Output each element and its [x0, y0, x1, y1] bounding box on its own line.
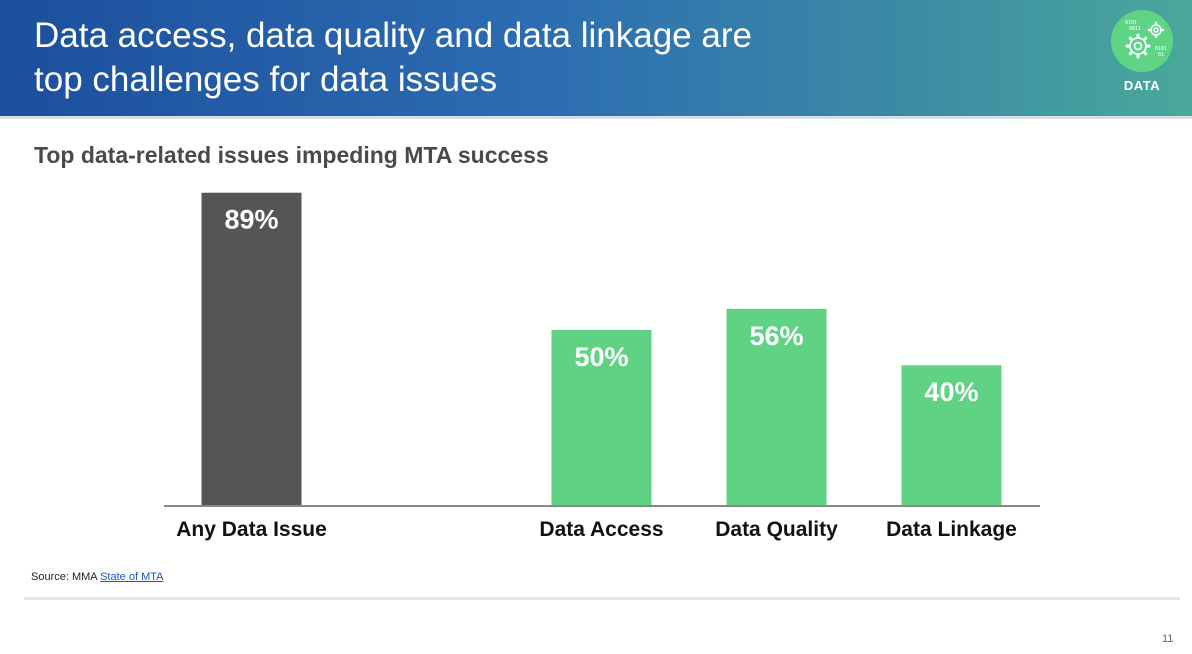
category-label-4: Data Linkage [886, 518, 1017, 541]
source-prefix: Source: MMA [31, 571, 98, 583]
source-note: Source: MMA State of MTA [31, 571, 163, 583]
category-label-2: Data Access [539, 518, 663, 541]
bar-chart: 89% Any Data Issue 50% Data Access 56% Data Q… [164, 192, 1040, 541]
data-label-2: 50% [574, 342, 628, 372]
bar-3 [726, 308, 827, 506]
slide-header: Data access, data quality and data linka… [0, 0, 1192, 116]
page-number: 11 [1162, 633, 1174, 645]
category-label-0: Any Data Issue [176, 518, 327, 541]
data-label-3: 56% [749, 321, 803, 351]
svg-text:0101: 0101 [1125, 20, 1137, 26]
bar-4 [901, 365, 1002, 506]
footer-divider [24, 597, 1180, 600]
svg-text:0101: 0101 [1155, 46, 1167, 52]
data-badge: 0101 0011 0101 01 DATA [1108, 8, 1180, 100]
data-label-0: 89% [224, 205, 278, 235]
header-divider [0, 116, 1192, 119]
slide-title-line-2: top challenges for data issues [34, 60, 498, 99]
svg-text:0011: 0011 [1129, 26, 1141, 32]
data-label-4: 40% [924, 377, 978, 407]
bar-2 [551, 330, 652, 506]
source-link[interactable]: State of MTA [100, 571, 164, 583]
slide-title-line-1: Data access, data quality and data linka… [34, 16, 752, 55]
gear-data-icon: 0101 0011 0101 01 [1111, 10, 1173, 72]
chart-subtitle: Top data-related issues impeding MTA suc… [34, 142, 549, 168]
slide-title: Data access, data quality and data linka… [34, 14, 752, 102]
badge-label: DATA [1123, 78, 1161, 93]
category-label-3: Data Quality [715, 518, 838, 541]
bar-0 [201, 192, 302, 506]
svg-text:01: 01 [1158, 52, 1164, 58]
